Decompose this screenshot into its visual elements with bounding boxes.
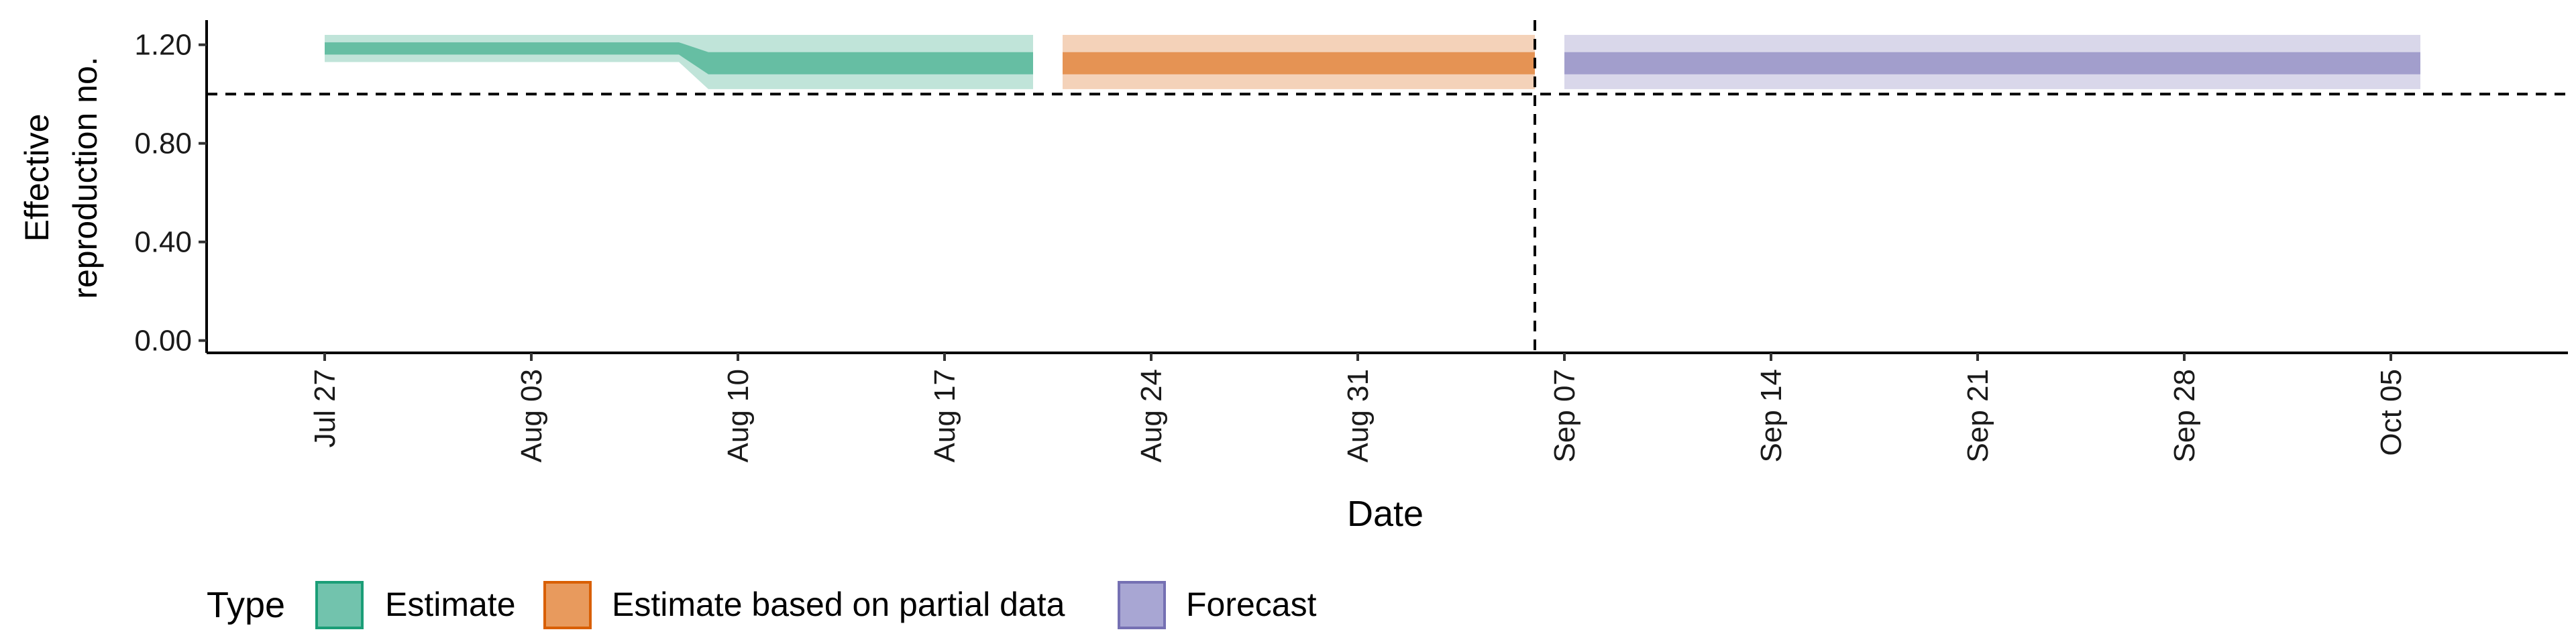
legend-label-estimate: Estimate xyxy=(385,586,516,623)
y-axis-title-line-2: reproduction no. xyxy=(66,56,104,299)
y-axis-title-line-1: Effective xyxy=(18,114,56,242)
series-estimate-inner-band xyxy=(325,42,1033,74)
series-forecast-inner-band xyxy=(1564,52,2420,74)
x-tick-label: Aug 17 xyxy=(928,369,961,462)
legend-key-forecast xyxy=(1118,581,1166,629)
x-tick-label: Sep 28 xyxy=(2168,369,2201,462)
series-estimate xyxy=(325,35,1033,89)
legend-title: Type xyxy=(207,585,285,625)
x-tick-label: Aug 24 xyxy=(1135,369,1168,462)
series-estimate-based-on-partial-data xyxy=(1063,35,1535,89)
x-tick-label: Jul 27 xyxy=(309,369,341,447)
legend-key-estimate xyxy=(315,581,364,629)
x-tick-label: Sep 21 xyxy=(1962,369,1994,462)
x-tick-label: Aug 31 xyxy=(1342,369,1375,462)
series-estimate-based-on-partial-data-inner-band xyxy=(1063,52,1535,74)
y-tick-label: 0.00 xyxy=(134,325,192,358)
legend-key-partial-data xyxy=(543,581,592,629)
series-layer xyxy=(325,35,2420,89)
x-tick-label: Sep 07 xyxy=(1548,369,1581,462)
x-tick-label: Aug 03 xyxy=(515,369,548,462)
x-tick-label: Aug 10 xyxy=(722,369,755,462)
legend-label-forecast: Forecast xyxy=(1186,586,1317,623)
legend-label-partial-data: Estimate based on partial data xyxy=(612,586,1065,623)
x-tick-label: Sep 14 xyxy=(1755,369,1788,462)
y-tick-label: 1.20 xyxy=(134,29,192,62)
y-tick-label: 0.80 xyxy=(134,127,192,160)
y-tick-label: 0.40 xyxy=(134,226,192,259)
legend: Type Estimate Estimate based on partial … xyxy=(207,581,1317,629)
series-forecast xyxy=(1564,35,2420,89)
axes: 0.00 0.40 0.80 1.20 Jul 27 Aug 03 Aug 10 Aug 17… xyxy=(134,20,2568,462)
x-tick-label: Oct 05 xyxy=(2375,369,2408,456)
x-axis-title: Date xyxy=(1347,494,1424,534)
